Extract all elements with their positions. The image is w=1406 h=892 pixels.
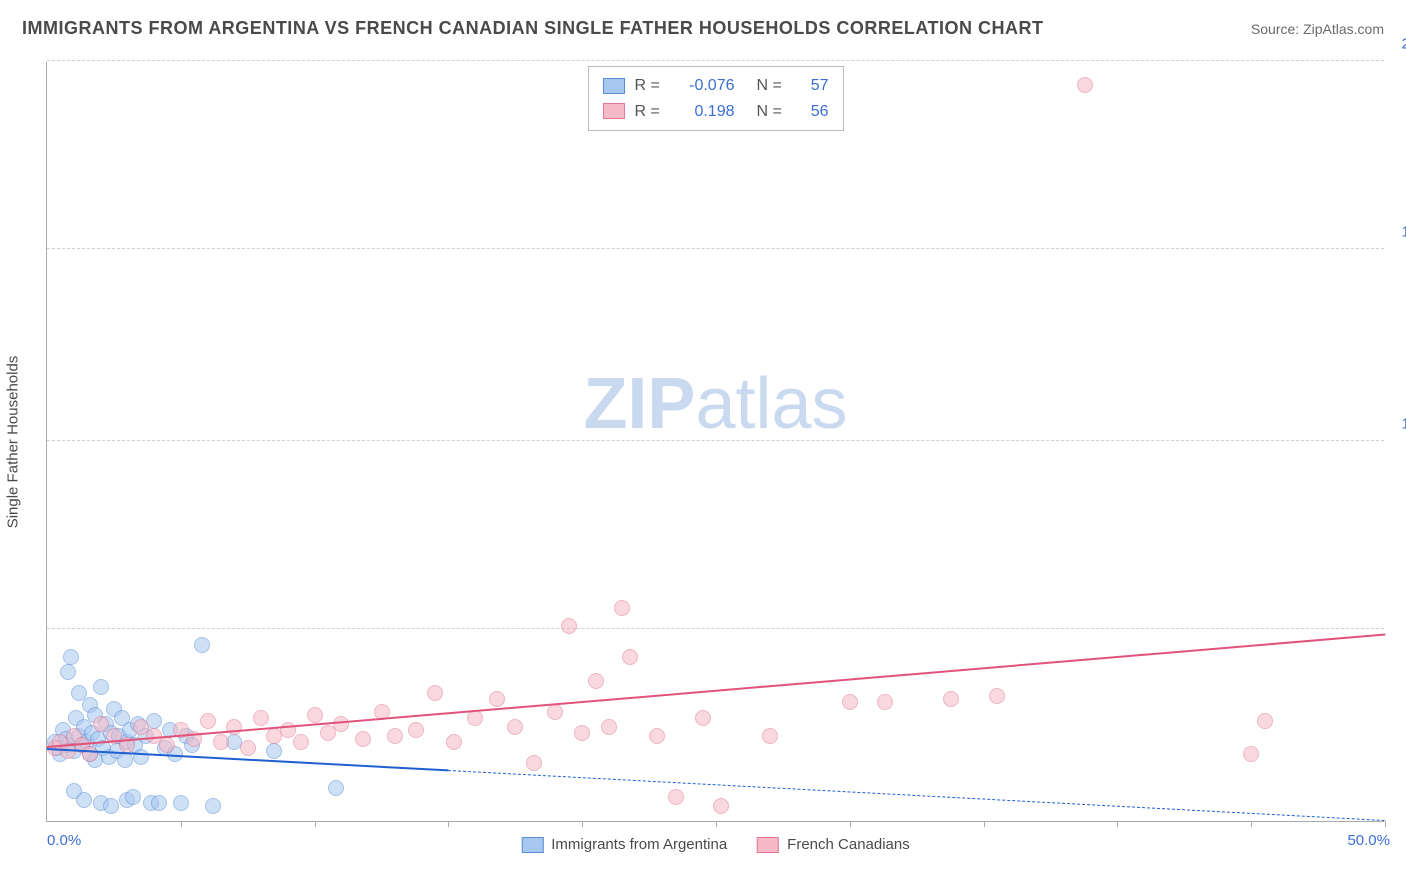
legend-r-value: -0.076 xyxy=(675,73,735,99)
data-point-french xyxy=(1243,746,1259,762)
data-point-french xyxy=(762,728,778,744)
data-point-french xyxy=(713,798,729,814)
legend-r-label: R = xyxy=(635,99,665,125)
data-point-argentina xyxy=(173,795,189,811)
legend-stat-row-argentina: R = -0.076 N = 57 xyxy=(603,73,829,99)
legend-swatch xyxy=(757,837,779,853)
data-point-argentina xyxy=(205,798,221,814)
trend-line xyxy=(47,634,1385,748)
legend-item-argentina: Immigrants from Argentina xyxy=(521,836,727,853)
x-tick xyxy=(1385,821,1386,827)
gridline xyxy=(47,248,1384,249)
x-tick xyxy=(181,821,182,827)
legend-r-value: 0.198 xyxy=(675,99,735,125)
chart-title: IMMIGRANTS FROM ARGENTINA VS FRENCH CANA… xyxy=(22,18,1044,39)
plot-area: 6.3%12.5%18.8%25.0% xyxy=(47,62,1384,821)
data-point-french xyxy=(877,694,893,710)
data-point-french xyxy=(601,719,617,735)
y-tick-label: 25.0% xyxy=(1389,36,1406,53)
legend-series: Immigrants from Argentina French Canadian… xyxy=(521,836,909,853)
data-point-french xyxy=(427,685,443,701)
data-point-french xyxy=(307,707,323,723)
x-tick xyxy=(315,821,316,827)
gridline xyxy=(47,628,1384,629)
data-point-argentina xyxy=(76,792,92,808)
x-tick xyxy=(582,821,583,827)
legend-n-label: N = xyxy=(757,73,787,99)
data-point-french xyxy=(622,649,638,665)
data-point-argentina xyxy=(63,649,79,665)
x-tick xyxy=(850,821,851,827)
x-max-label: 50.0% xyxy=(1347,832,1390,849)
data-point-argentina xyxy=(117,752,133,768)
x-tick xyxy=(1117,821,1118,827)
data-point-french xyxy=(333,716,349,732)
chart: 6.3%12.5%18.8%25.0% ZIPatlas Single Fath… xyxy=(46,62,1384,822)
data-point-french xyxy=(526,755,542,771)
legend-item-french: French Canadians xyxy=(757,836,910,853)
x-min-label: 0.0% xyxy=(47,832,81,849)
data-point-french xyxy=(489,691,505,707)
data-point-argentina xyxy=(194,637,210,653)
legend-r-label: R = xyxy=(635,73,665,99)
data-point-french xyxy=(355,731,371,747)
x-tick xyxy=(1251,821,1252,827)
data-point-french xyxy=(213,734,229,750)
data-point-argentina xyxy=(60,664,76,680)
y-tick-label: 12.5% xyxy=(1389,416,1406,433)
data-point-argentina xyxy=(125,789,141,805)
data-point-french xyxy=(408,722,424,738)
y-axis-title: Single Father Households xyxy=(5,355,22,528)
legend-swatch xyxy=(521,837,543,853)
y-tick-label: 6.3% xyxy=(1389,604,1406,621)
data-point-french xyxy=(240,740,256,756)
data-point-french xyxy=(842,694,858,710)
data-point-french xyxy=(507,719,523,735)
trend-line xyxy=(448,770,1385,821)
legend-n-label: N = xyxy=(757,99,787,125)
data-point-french xyxy=(200,713,216,729)
gridline xyxy=(47,60,1384,61)
data-point-french xyxy=(82,746,98,762)
legend-stat-row-french: R = 0.198 N = 56 xyxy=(603,99,829,125)
data-point-french xyxy=(93,716,109,732)
data-point-french xyxy=(943,691,959,707)
legend-swatch xyxy=(603,78,625,94)
legend-n-value: 57 xyxy=(797,73,829,99)
data-point-french xyxy=(446,734,462,750)
data-point-french xyxy=(574,725,590,741)
data-point-argentina xyxy=(133,749,149,765)
legend-stats: R = -0.076 N = 57 R = 0.198 N = 56 xyxy=(588,66,844,131)
data-point-french xyxy=(614,600,630,616)
data-point-french xyxy=(989,688,1005,704)
data-point-french xyxy=(387,728,403,744)
data-point-argentina xyxy=(103,798,119,814)
data-point-argentina xyxy=(93,679,109,695)
data-point-french xyxy=(547,704,563,720)
data-point-french xyxy=(253,710,269,726)
gridline xyxy=(47,440,1384,441)
legend-label: French Canadians xyxy=(787,836,910,853)
data-point-french xyxy=(561,618,577,634)
data-point-french xyxy=(159,737,175,753)
data-point-argentina xyxy=(151,795,167,811)
legend-label: Immigrants from Argentina xyxy=(551,836,727,853)
data-point-french xyxy=(588,673,604,689)
x-tick xyxy=(448,821,449,827)
data-point-french xyxy=(668,789,684,805)
x-tick xyxy=(716,821,717,827)
data-point-french xyxy=(695,710,711,726)
legend-swatch xyxy=(603,103,625,119)
legend-n-value: 56 xyxy=(797,99,829,125)
data-point-french xyxy=(1257,713,1273,729)
y-tick-label: 18.8% xyxy=(1389,224,1406,241)
data-point-argentina xyxy=(328,780,344,796)
data-point-french xyxy=(293,734,309,750)
data-point-french xyxy=(1077,77,1093,93)
x-tick xyxy=(984,821,985,827)
data-point-french xyxy=(649,728,665,744)
source-label: Source: ZipAtlas.com xyxy=(1251,21,1384,37)
data-point-argentina xyxy=(266,743,282,759)
